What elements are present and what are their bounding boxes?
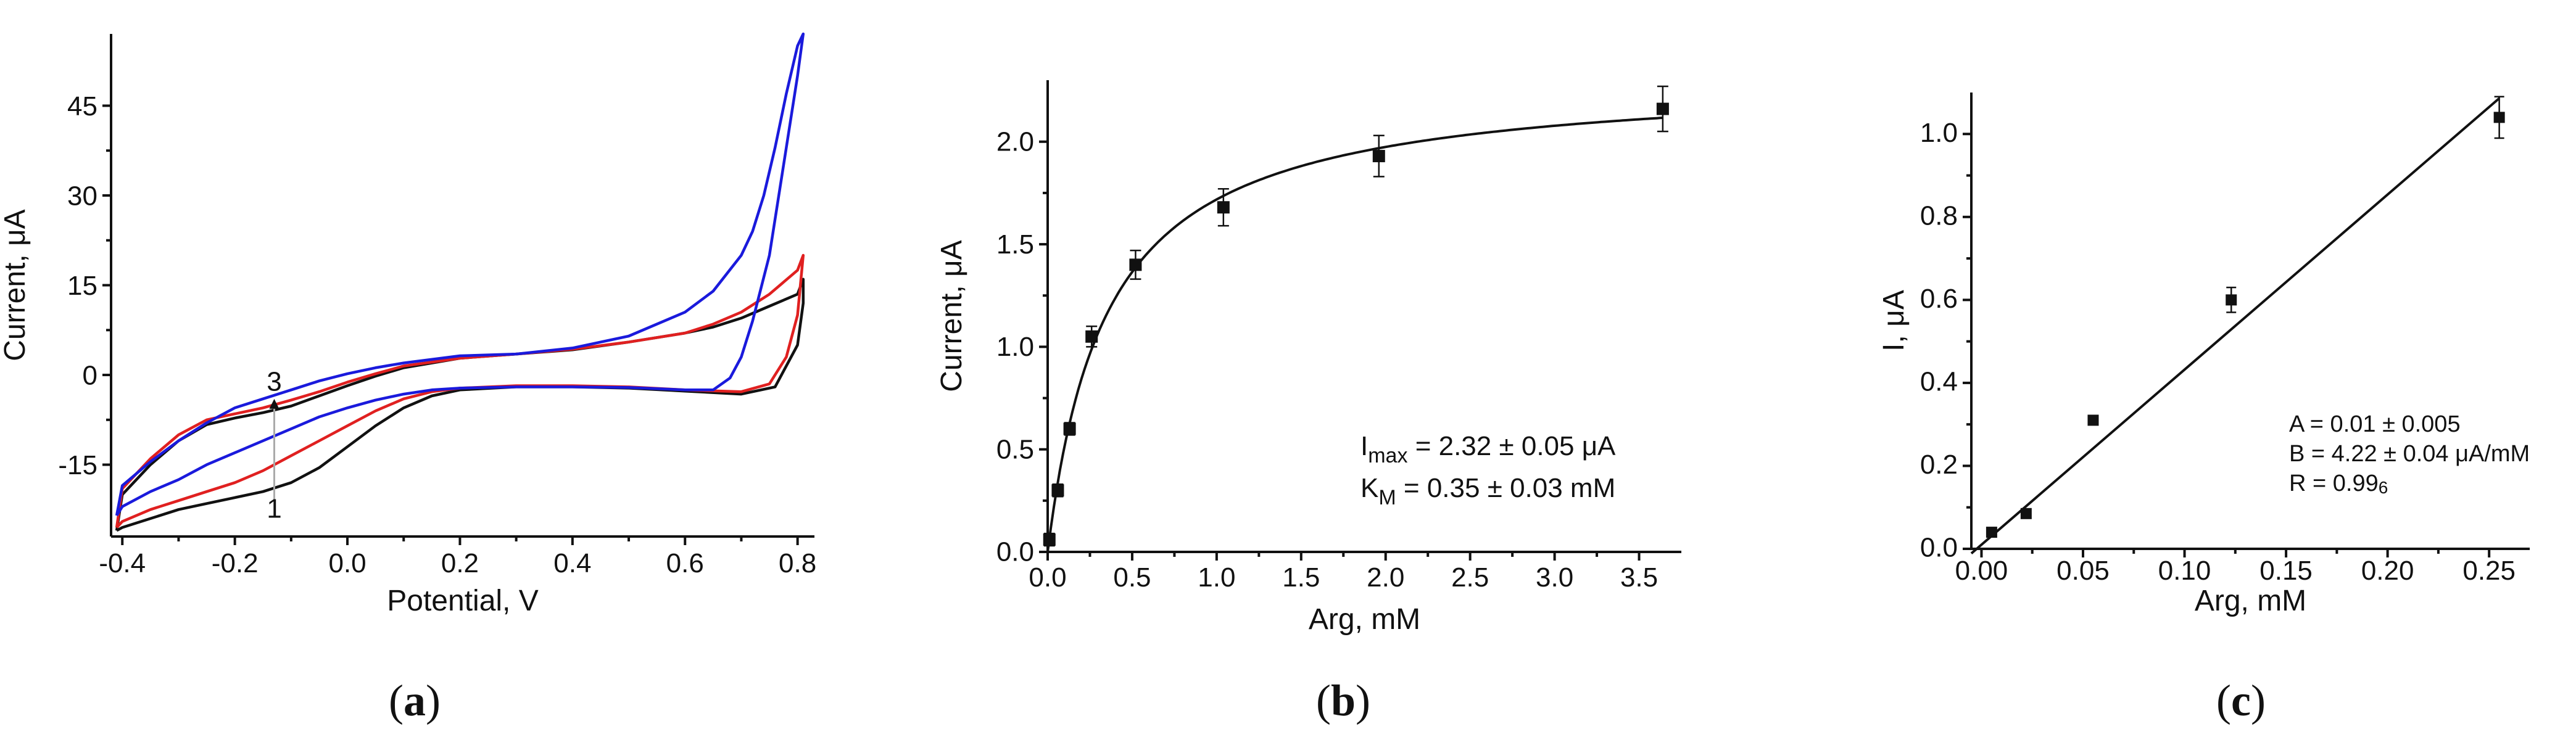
panel-a-axes: -0.4 -0.2 0.0 0.2 0.4 0.6 0.8 -15 0 15 30 45 (58, 34, 816, 578)
x-tick-label: 1.5 (1282, 562, 1320, 593)
x-tick-label: 3.0 (1536, 562, 1573, 593)
y-tick-label: 0.8 (1920, 200, 1958, 231)
y-tick-label: 0.0 (996, 537, 1034, 567)
data-point (1129, 258, 1142, 271)
data-point (2020, 508, 2032, 519)
michaelis-menten-fit-line (1046, 117, 1663, 553)
x-tick-label: 0.5 (1113, 562, 1151, 593)
x-tick-label: 0.00 (1955, 556, 2008, 586)
data-point (2493, 112, 2505, 123)
panel-b-points-group (1043, 85, 1669, 547)
x-tick-label: 0.10 (2158, 556, 2211, 586)
panel-a-cyclic-voltammogram: -0.4 -0.2 0.0 0.2 0.4 0.6 0.8 -15 0 15 30 45 Potent… (0, 32, 816, 617)
y-tick-label: 0.4 (1920, 367, 1958, 397)
y-tick-label: 0.2 (1920, 450, 1958, 480)
cv-arrow-group (269, 398, 280, 501)
y-tick-label: 0 (83, 360, 97, 390)
cv-series-group (115, 32, 805, 532)
cv-curve-1 (115, 278, 805, 532)
data-point (1986, 527, 1997, 538)
x-tick-label: 2.0 (1367, 562, 1404, 593)
y-tick-label: 0.0 (1920, 533, 1958, 563)
curve-label-1: 1 (267, 493, 281, 524)
linear-fit-line (1970, 97, 2500, 554)
imax-annotation: Imax = 2.32 ± 0.05 μA (1360, 431, 1616, 467)
data-point (1372, 150, 1385, 163)
x-tick-label: -0.2 (212, 548, 259, 578)
data-point (1063, 422, 1076, 435)
panel-a-y-axis-label: Current, μA (0, 209, 31, 361)
x-tick-label: -0.4 (99, 548, 146, 578)
data-point (1085, 330, 1098, 343)
data-point (1656, 102, 1669, 115)
fit-intercept-annotation: A = 0.01 ± 0.005 (2289, 411, 2461, 437)
panel-b-axes: 0.0 0.5 1.0 1.5 2.0 2.5 3.0 3.5 0.0 0.5 1.0 1.5 2.0 (996, 80, 1681, 593)
panel-b-x-axis-label: Arg, mM (1309, 603, 1420, 636)
fit-r-annotation: R = 0.996 (2289, 471, 2388, 497)
y-tick-label: 1.0 (1920, 118, 1958, 148)
y-tick-label: 0.5 (996, 434, 1034, 464)
x-tick-label: 0.4 (553, 548, 591, 578)
y-tick-label: 45 (67, 91, 97, 121)
y-tick-label: 30 (67, 181, 97, 211)
y-tick-label: 1.0 (996, 332, 1034, 362)
data-point (2226, 294, 2237, 306)
data-point (1043, 533, 1056, 546)
fit-slope-annotation: B = 4.22 ± 0.04 μA/mM (2289, 441, 2530, 467)
panel-label-b: (b) (1316, 676, 1370, 725)
y-tick-label: 1.5 (996, 229, 1034, 260)
panel-c-y-axis-label: I, μA (1878, 290, 1910, 352)
y-tick-label: -15 (58, 450, 97, 480)
x-tick-label: 0.6 (666, 548, 704, 578)
data-point (1051, 484, 1064, 497)
increase-arrow-head (269, 398, 280, 409)
x-tick-label: 0.0 (1029, 562, 1066, 593)
y-tick-label: 15 (67, 271, 97, 301)
km-annotation: KM = 0.35 ± 0.03 mM (1360, 473, 1615, 509)
y-tick-label: 2.0 (996, 126, 1034, 157)
x-tick-label: 1.0 (1198, 562, 1235, 593)
panel-label-a: (a) (389, 676, 441, 725)
x-tick-label: 0.05 (2056, 556, 2110, 586)
linear-fit-group (1970, 97, 2500, 554)
cv-curve-3 (115, 32, 805, 517)
data-point (2087, 414, 2099, 426)
panel-c-linear-range: 0.00 0.05 0.10 0.15 0.20 0.25 0.0 0.2 0.4 0.6 0.8 1… (1878, 92, 2530, 617)
y-tick-label: 0.6 (1920, 284, 1958, 314)
x-tick-label: 0.15 (2259, 556, 2313, 586)
x-tick-label: 0.0 (328, 548, 366, 578)
x-tick-label: 0.25 (2462, 556, 2516, 586)
panel-c-axes: 0.00 0.05 0.10 0.15 0.20 0.25 0.0 0.2 0.4 0.6 0.8 1… (1920, 92, 2530, 586)
curve-label-3: 3 (267, 366, 281, 397)
x-tick-label: 2.5 (1451, 562, 1489, 593)
cv-curve-2 (115, 253, 805, 528)
panel-c-points-group (1986, 96, 2505, 538)
panel-b-y-axis-label: Current, μA (935, 240, 968, 392)
panel-b-saturation-curve: 0.0 0.5 1.0 1.5 2.0 2.5 3.0 3.50.00.51.01.52.0 … (935, 80, 1681, 636)
x-tick-label: 0.8 (779, 548, 816, 578)
panel-label-c: (c) (2216, 676, 2266, 725)
x-tick-label: 3.5 (1620, 562, 1658, 593)
panel-c-x-axis-label: Arg, mM (2195, 585, 2306, 617)
x-tick-label: 0.20 (2361, 556, 2414, 586)
data-point (1217, 201, 1230, 214)
x-tick-label: 0.2 (441, 548, 479, 578)
panel-a-x-axis-label: Potential, V (387, 585, 538, 617)
michaelis-menten-fit-group (1046, 117, 1663, 553)
